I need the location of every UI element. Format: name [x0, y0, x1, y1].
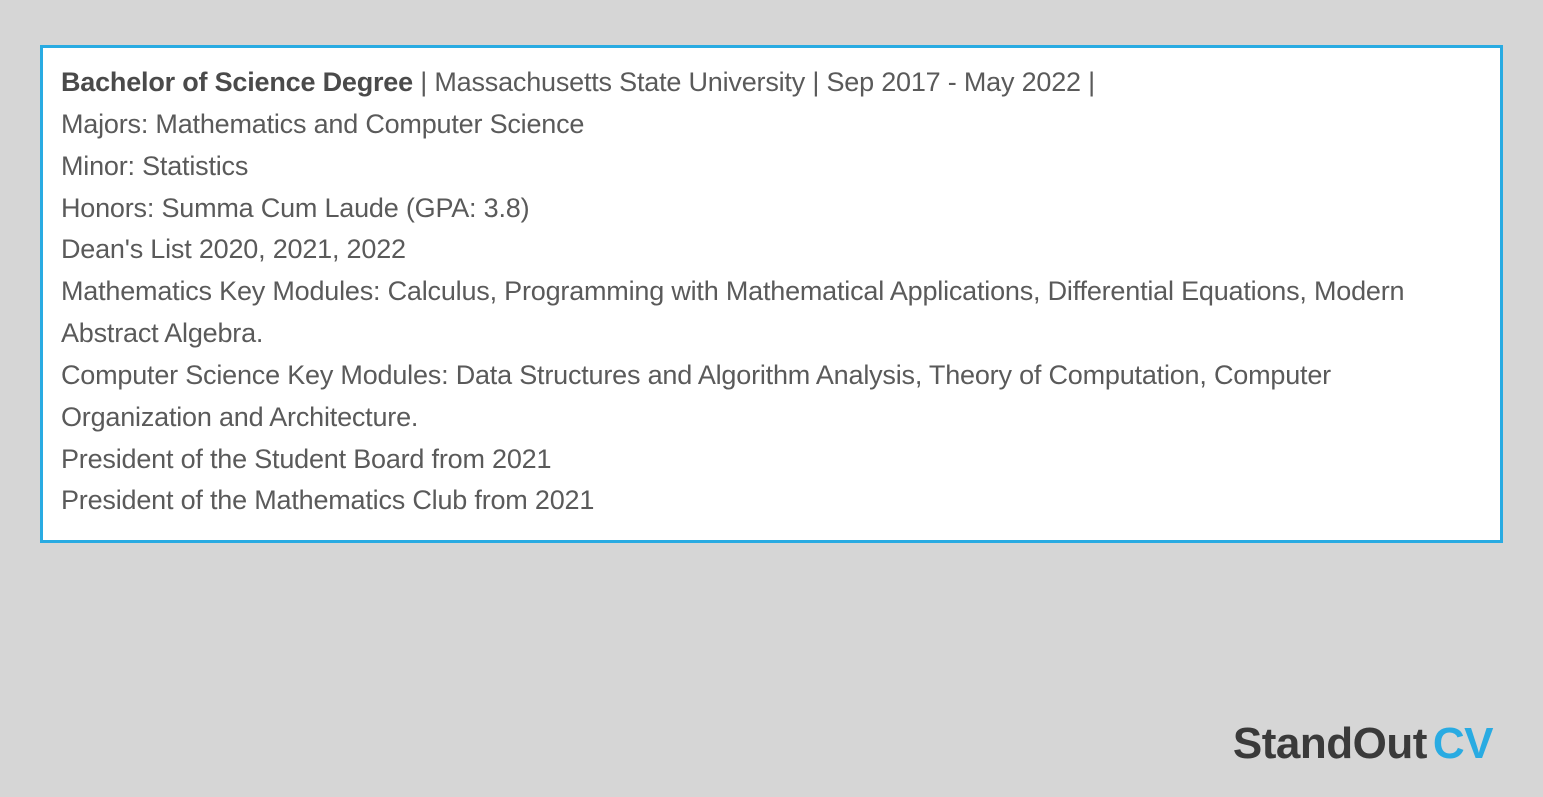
cv-header-line: Bachelor of Science Degree | Massachuset… — [61, 62, 1482, 104]
separator-1: | — [413, 67, 434, 97]
cv-line-president-math: President of the Mathematics Club from 2… — [61, 480, 1482, 522]
cv-line-honors: Honors: Summa Cum Laude (GPA: 3.8) — [61, 188, 1482, 230]
cv-line-deans-list: Dean's List 2020, 2021, 2022 — [61, 229, 1482, 271]
logo-text-standout: StandOut — [1233, 719, 1427, 768]
cv-line-president-board: President of the Student Board from 2021 — [61, 439, 1482, 481]
cv-line-majors: Majors: Mathematics and Computer Science — [61, 104, 1482, 146]
cv-education-box: Bachelor of Science Degree | Massachuset… — [40, 45, 1503, 543]
separator-2: | — [805, 67, 826, 97]
brand-logo: StandOutCV — [1233, 719, 1493, 769]
degree-title: Bachelor of Science Degree — [61, 67, 413, 97]
cv-line-math-modules: Mathematics Key Modules: Calculus, Progr… — [61, 271, 1482, 355]
cv-line-minor: Minor: Statistics — [61, 146, 1482, 188]
dates: Sep 2017 - May 2022 — [826, 67, 1080, 97]
institution: Massachusetts State University — [434, 67, 805, 97]
logo-text-cv: CV — [1433, 719, 1493, 768]
cv-line-cs-modules: Computer Science Key Modules: Data Struc… — [61, 355, 1482, 439]
trailing-separator: | — [1081, 67, 1095, 97]
